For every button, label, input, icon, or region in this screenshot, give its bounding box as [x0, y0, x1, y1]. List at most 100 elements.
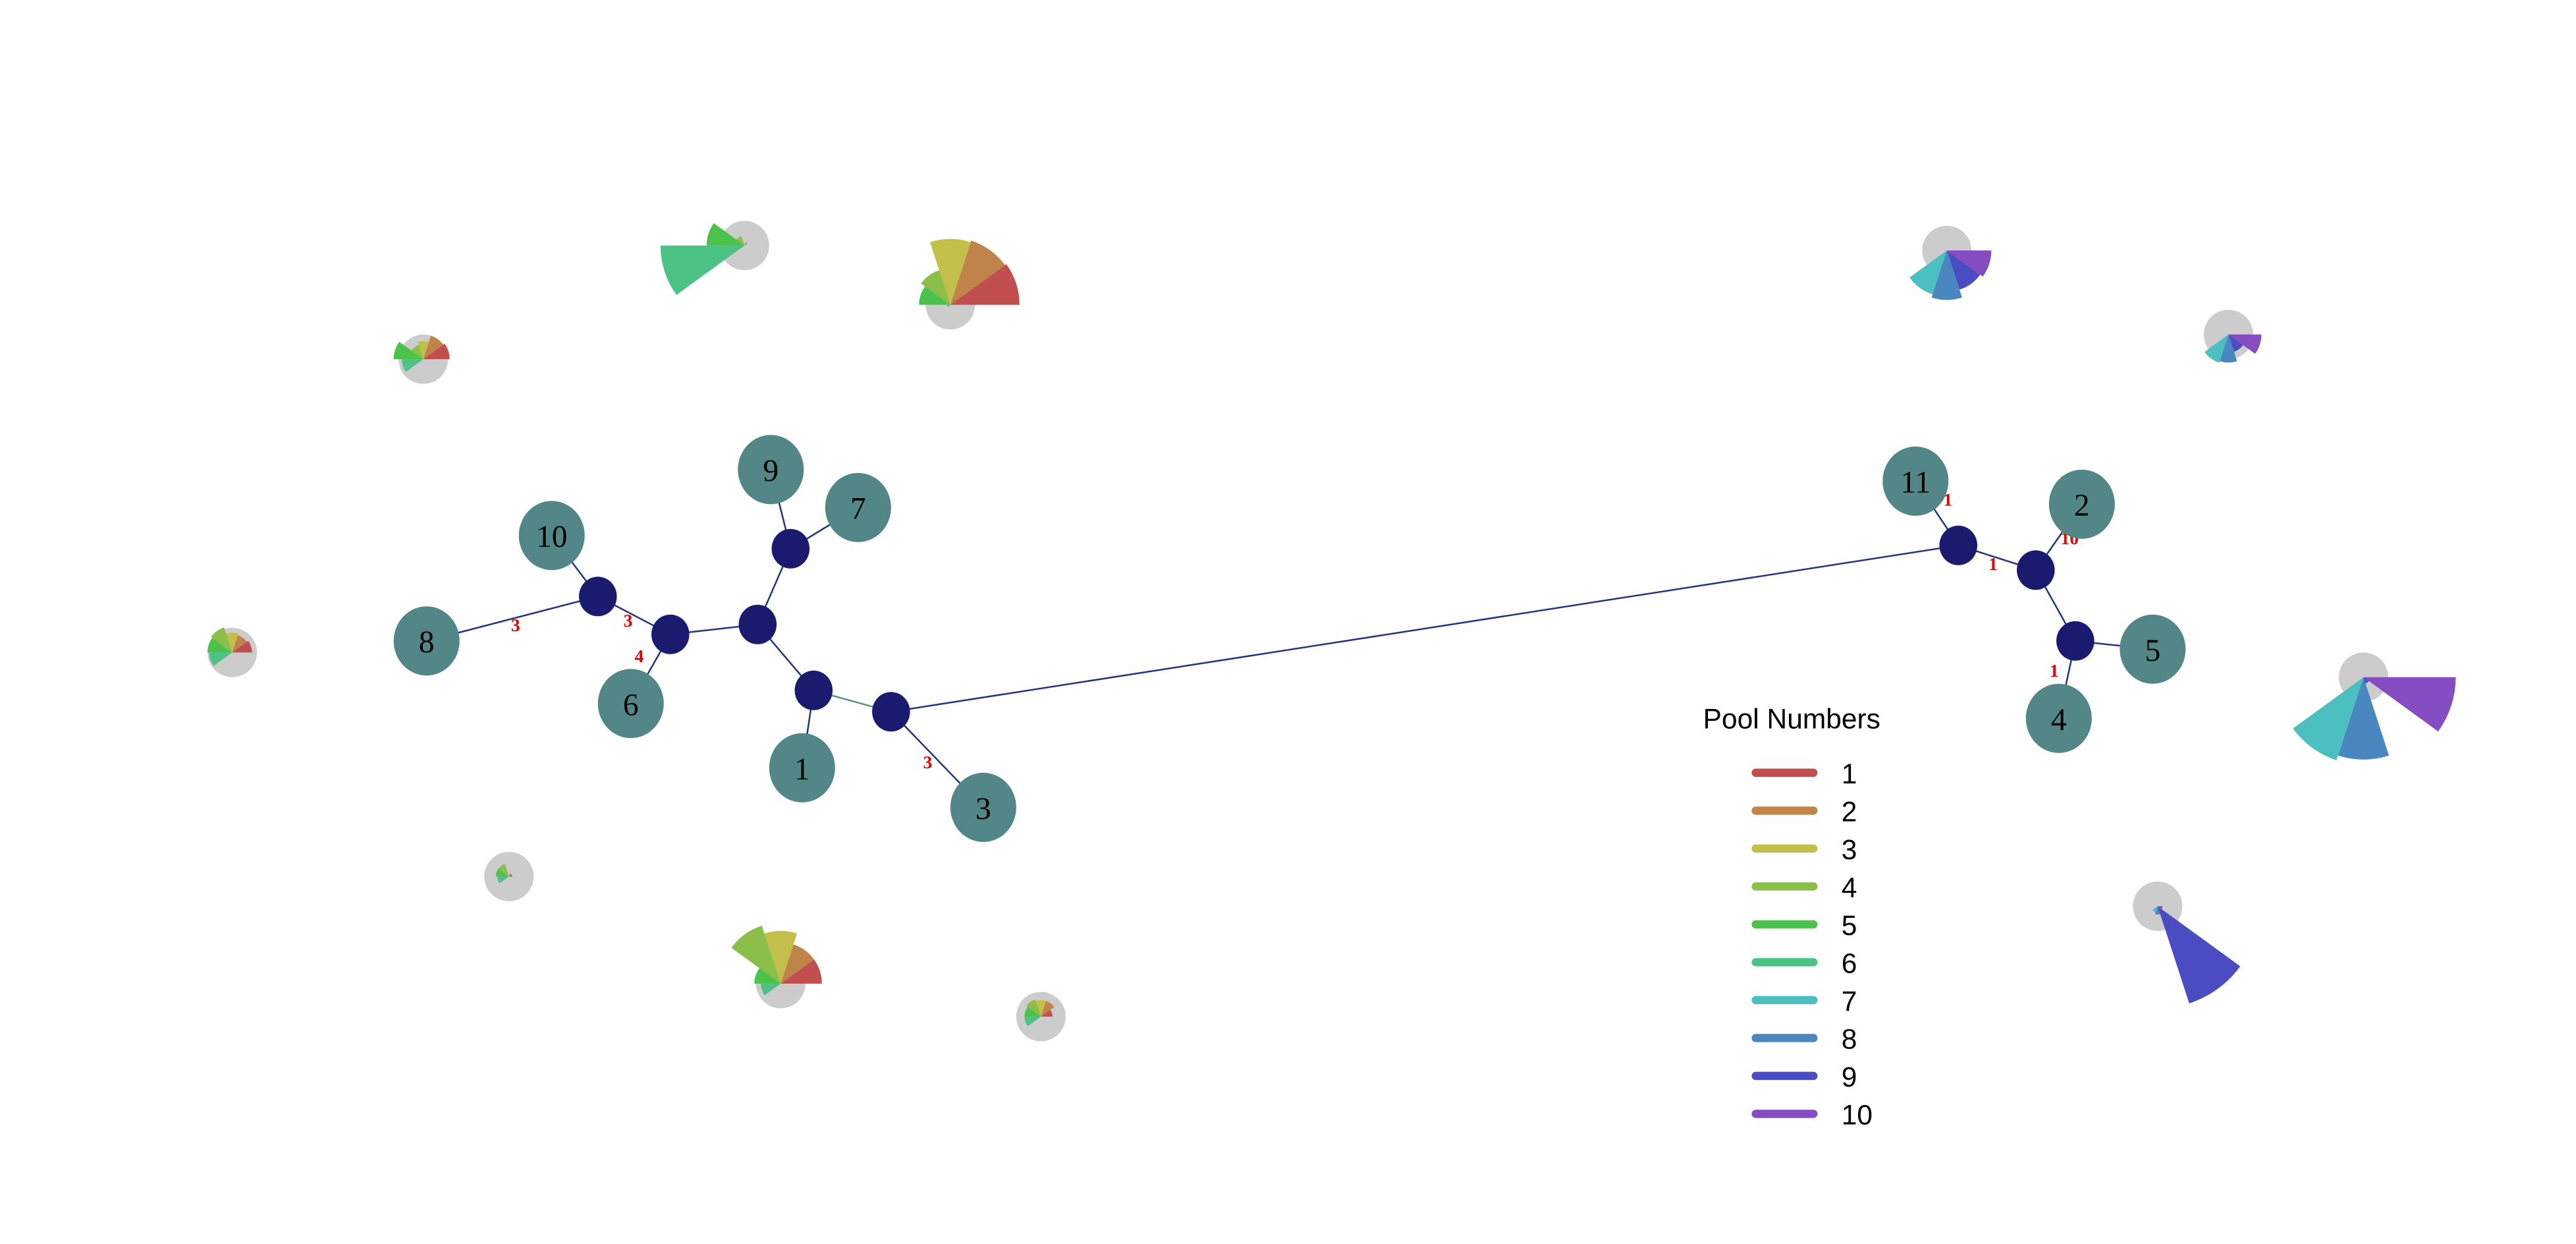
- pool-node-label: 4: [2051, 703, 2067, 737]
- legend-label: 1: [1842, 759, 1857, 790]
- glyph-wedge-pool-2: [744, 242, 748, 246]
- legend-item-7: 7: [1751, 986, 1857, 1017]
- pool-node-4: 4: [2025, 683, 2092, 753]
- glyph-wedge-pool-3: [1035, 1000, 1047, 1017]
- glyph-wedge-pool-8: [2154, 906, 2160, 915]
- legend-label: 4: [1842, 872, 1857, 903]
- legend-item-4: 4: [1751, 872, 1857, 903]
- hub-node: [2056, 621, 2095, 661]
- glyph-wedge-pool-6: [497, 876, 509, 884]
- glyph-wedge-pool-8: [2220, 334, 2237, 363]
- glyph-wedge-pool-10: [2157, 906, 2163, 909]
- glyph-wedge-pool-9: [1946, 250, 1981, 290]
- pool-node-circle: [2025, 683, 2092, 753]
- glyph-wedge-pool-7: [2204, 334, 2229, 363]
- pool-node-circle: [2048, 469, 2115, 539]
- legend: Pool Numbers 1 2 3 4 5 6 7 8 9 10: [1703, 704, 1880, 1131]
- pool-node-label: 3: [975, 792, 991, 826]
- glyph-wedge-pool-6: [946, 304, 950, 307]
- pool-node-10: 10: [518, 501, 585, 571]
- pool-node-label: 8: [419, 625, 435, 660]
- glyph-wedge-pool-9: [2228, 334, 2243, 352]
- glyph-6: [2133, 881, 2241, 1004]
- glyph-wedge-pool-2: [508, 873, 512, 877]
- glyph-wedge-pool-6: [660, 245, 745, 295]
- legend-item-3: 3: [1751, 835, 1857, 866]
- pool-node-5: 5: [2120, 614, 2186, 684]
- hub-node: [2017, 550, 2055, 590]
- legend-label: 2: [1842, 797, 1857, 828]
- glyph-wedge-pool-8: [1931, 250, 1962, 300]
- hub-node: [738, 604, 777, 644]
- glyph-wedge-pool-5: [919, 286, 950, 305]
- pool-node-9: 9: [738, 435, 804, 505]
- glyph-4: [2203, 310, 2262, 363]
- glyph-wedge-pool-4: [731, 925, 781, 984]
- glyph-wedge-pool-7: [2293, 677, 2364, 760]
- glyph-base-circle: [484, 851, 534, 901]
- pool-node-circle: [1882, 446, 1949, 516]
- pool-node-circle: [825, 472, 891, 542]
- glyph-wedge-pool-6: [209, 652, 233, 666]
- glyph-3: [1909, 225, 1992, 300]
- glyph-wedge-pool-2: [950, 240, 1005, 305]
- hub-node: [578, 577, 617, 617]
- glyph-2: [919, 239, 1020, 330]
- pool-node-11: 11: [1882, 446, 1949, 516]
- glyph-wedge-pool-5: [393, 341, 424, 360]
- pool-node-label: 5: [2145, 634, 2160, 668]
- pool-node-3: 3: [950, 772, 1016, 842]
- pool-node-label: 6: [623, 688, 639, 722]
- glyph-wedge-pool-3: [418, 341, 429, 360]
- pool-node-7: 7: [825, 472, 891, 542]
- edge-weight-label: 3: [511, 615, 520, 635]
- glyph-wedge-pool-8: [2338, 677, 2390, 760]
- glyph-wedge-pool-1: [781, 959, 822, 984]
- pool-node-label: 2: [2074, 489, 2090, 523]
- legend-label: 5: [1842, 911, 1857, 942]
- pool-node-label: 9: [763, 454, 779, 488]
- glyph-wedge-pool-3: [764, 930, 798, 984]
- pool-node-circle: [950, 772, 1016, 842]
- hub-node: [1939, 525, 1978, 565]
- glyph-wedge-pool-7: [2152, 906, 2158, 913]
- legend-item-1: 1: [1751, 759, 1857, 790]
- glyph-wedge-pool-2: [232, 635, 247, 653]
- edge-weight-label: 1: [2050, 660, 2059, 681]
- hub-node: [872, 692, 910, 732]
- edge-weight-label: 3: [923, 752, 933, 772]
- glyph-wedge-pool-5: [1024, 1007, 1041, 1017]
- glyph-10: [484, 851, 534, 901]
- glyph-wedge-pool-4: [411, 345, 424, 360]
- legend-item-5: 5: [1751, 911, 1857, 942]
- glyph-wedge-pool-2: [423, 335, 444, 360]
- pool-node-circle: [2120, 614, 2186, 684]
- pool-node-circle: [769, 733, 835, 803]
- edge-weight-label: 1: [1988, 553, 1998, 574]
- glyph-1: [660, 221, 769, 295]
- pool-node-circle: [518, 501, 585, 571]
- hub-node: [794, 670, 833, 710]
- glyph-wedge-pool-2: [1041, 1001, 1055, 1017]
- legend-label: 7: [1842, 986, 1857, 1017]
- pool-node-1: 1: [769, 733, 835, 803]
- glyph-wedge-pool-4: [921, 270, 950, 305]
- glyph-wedge-pool-4: [498, 864, 509, 877]
- pool-node-circle: [393, 606, 460, 676]
- glyph-wedge-pool-1: [1041, 1009, 1053, 1017]
- pool-node-8: 8: [393, 606, 460, 676]
- glyph-wedge-pool-4: [211, 627, 233, 653]
- glyph-wedge-pool-1: [423, 343, 450, 360]
- edge-weight-label: 4: [635, 646, 644, 666]
- glyph-wedge-pool-3: [226, 633, 238, 653]
- legend-title: Pool Numbers: [1703, 704, 1880, 735]
- legend-item-10: 10: [1751, 1100, 1873, 1131]
- pool-glyphs: [207, 221, 2456, 1042]
- glyph-wedge-pool-1: [508, 874, 512, 877]
- glyph-wedge-pool-9: [2363, 677, 2369, 684]
- glyph-wedge-pool-2: [781, 944, 814, 984]
- glyph-wedge-pool-5: [706, 223, 745, 246]
- edge-weight-label: 3: [624, 610, 633, 631]
